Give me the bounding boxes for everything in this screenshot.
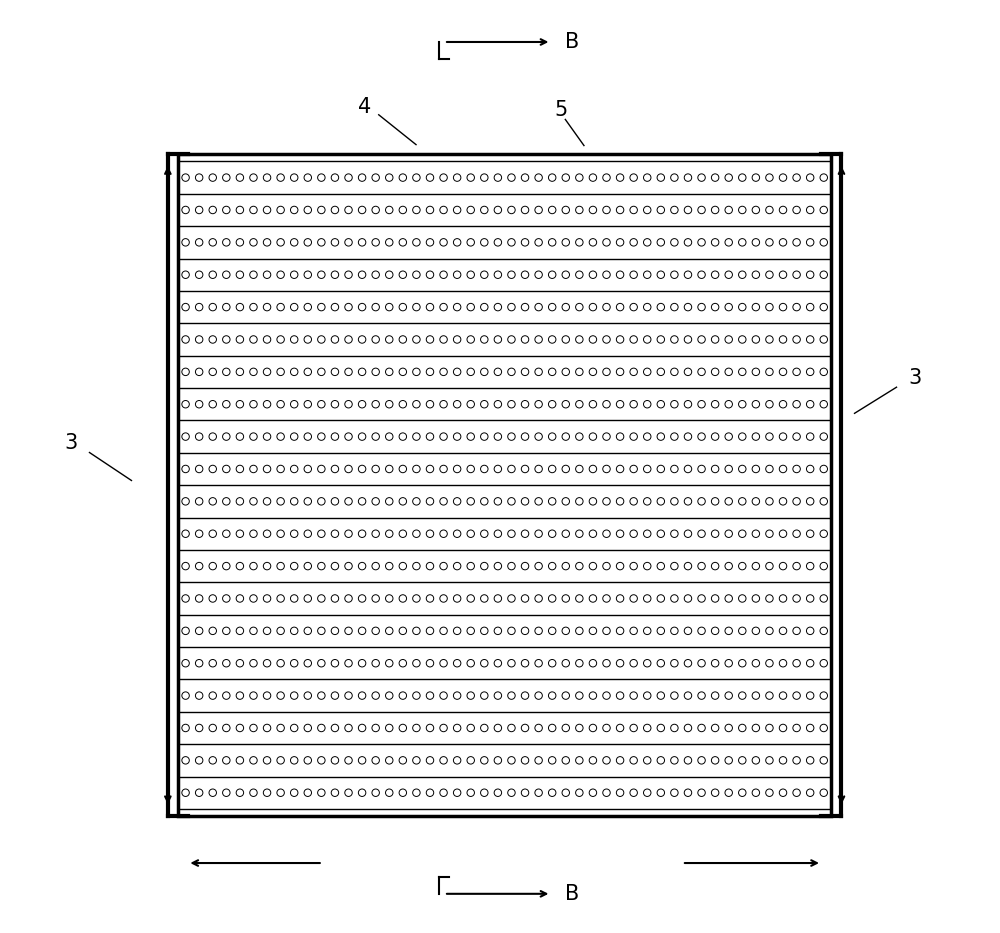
Text: 5: 5 — [554, 100, 567, 120]
Text: B: B — [565, 32, 580, 52]
Text: B: B — [565, 884, 580, 904]
Text: 3: 3 — [909, 368, 922, 388]
Text: 4: 4 — [358, 97, 371, 118]
Text: 3: 3 — [64, 433, 77, 453]
Bar — [178, 154, 831, 816]
